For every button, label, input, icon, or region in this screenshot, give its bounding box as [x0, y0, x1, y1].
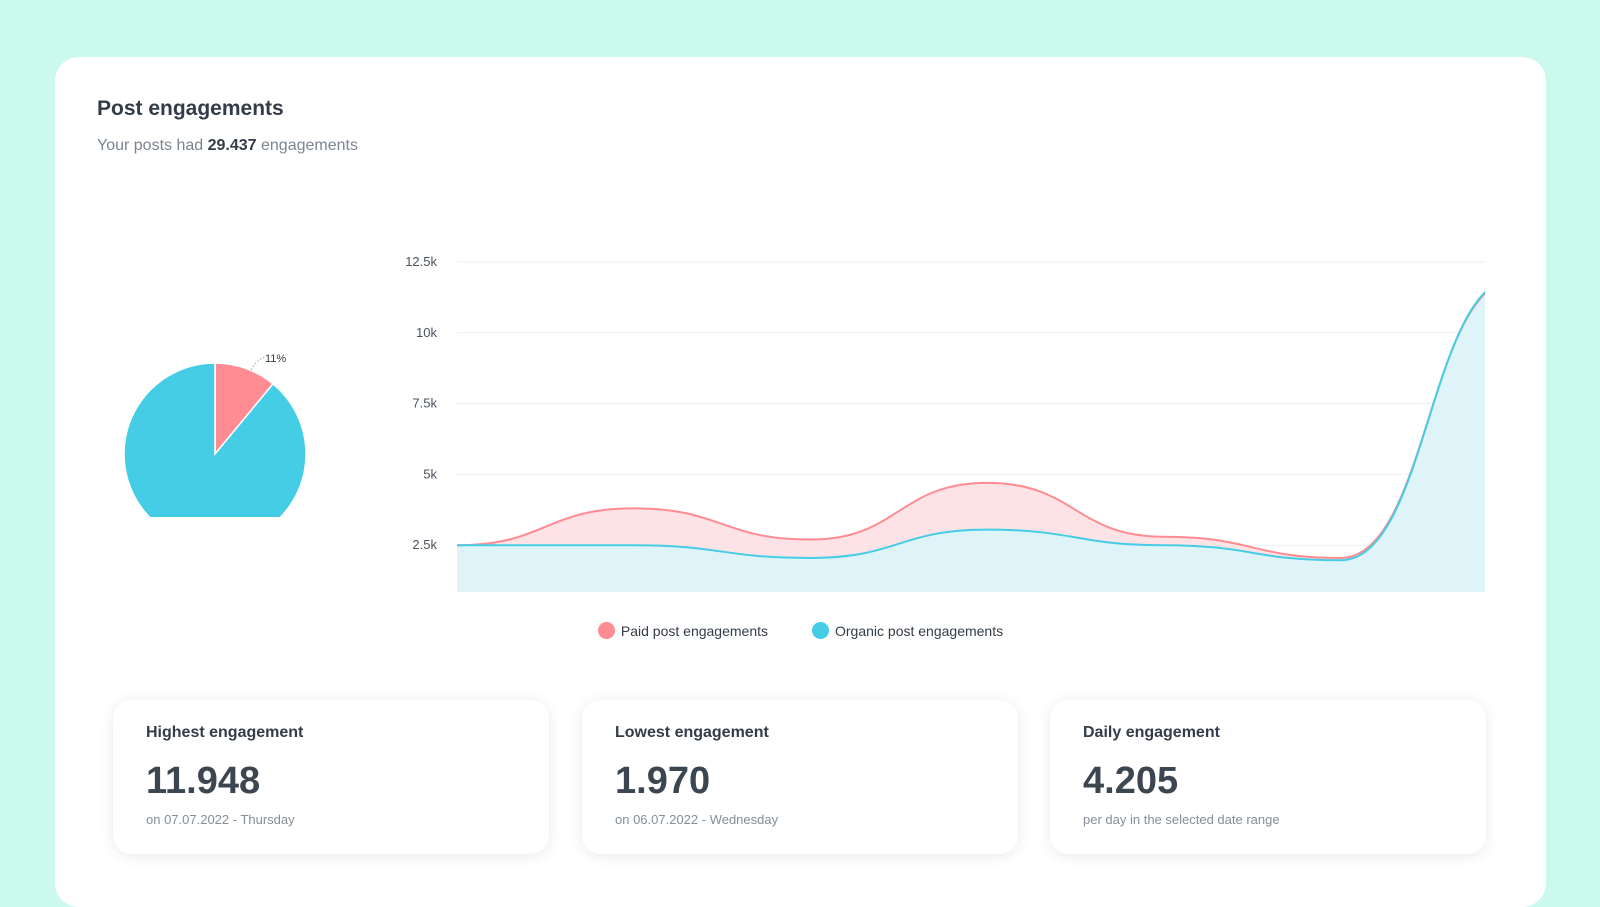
organic-series-line[interactable] — [456, 278, 1485, 562]
summary-prefix: Your posts had — [97, 137, 204, 154]
stat-card-lowest: Lowest engagement 1.970 on 06.07.2022 - … — [582, 700, 1018, 854]
organic-legend-label: Organic post engagements — [835, 622, 1004, 639]
stat-label: Daily engagement — [1083, 724, 1220, 741]
y-tick-label: 12.5k — [405, 254, 437, 269]
organic-area-fill — [457, 292, 1485, 592]
stat-card-highest: Highest engagement 11.948 on 07.07.2022 … — [113, 700, 549, 854]
pie-label-leader — [250, 356, 266, 371]
organic-legend-swatch — [812, 622, 829, 639]
engagement-share-pie-chart: 11%89% — [123, 353, 307, 517]
pie-percent-label: 11% — [265, 353, 286, 365]
legend-item-paid[interactable]: Paid post engagements — [597, 622, 768, 639]
summary-suffix: engagements — [261, 137, 358, 154]
stat-note: per day in the selected date range — [1083, 812, 1280, 827]
chart-legend: Paid post engagements Organic post engag… — [55, 622, 1546, 639]
paid-series-line[interactable] — [456, 279, 1485, 559]
y-tick-label: 2.5k — [412, 537, 437, 552]
stat-note: on 07.07.2022 - Thursday — [146, 812, 295, 827]
y-tick-label: 10k — [416, 325, 437, 340]
stat-label: Lowest engagement — [615, 724, 769, 741]
stat-value: 4.205 — [1083, 760, 1179, 802]
stat-note: on 06.07.2022 - Wednesday — [615, 812, 779, 827]
summary-total: 29.437 — [207, 137, 257, 154]
paid-legend-label: Paid post engagements — [620, 622, 768, 639]
stat-value: 11.948 — [146, 760, 261, 802]
y-tick-label: 7.5k — [412, 396, 437, 411]
y-tick-label: 5k — [423, 466, 437, 481]
page-title: Post engagements — [97, 97, 284, 120]
legend-item-organic[interactable]: Organic post engagements — [812, 622, 1003, 639]
stat-label: Highest engagement — [146, 724, 304, 741]
stat-card-daily: Daily engagement 4.205 per day in the se… — [1050, 700, 1486, 854]
engagements-summary: Your posts had 29.437 engagements — [97, 137, 358, 155]
organic-slice[interactable] — [123, 362, 307, 517]
paid-legend-swatch — [597, 622, 615, 639]
stat-value: 1.970 — [615, 760, 711, 802]
